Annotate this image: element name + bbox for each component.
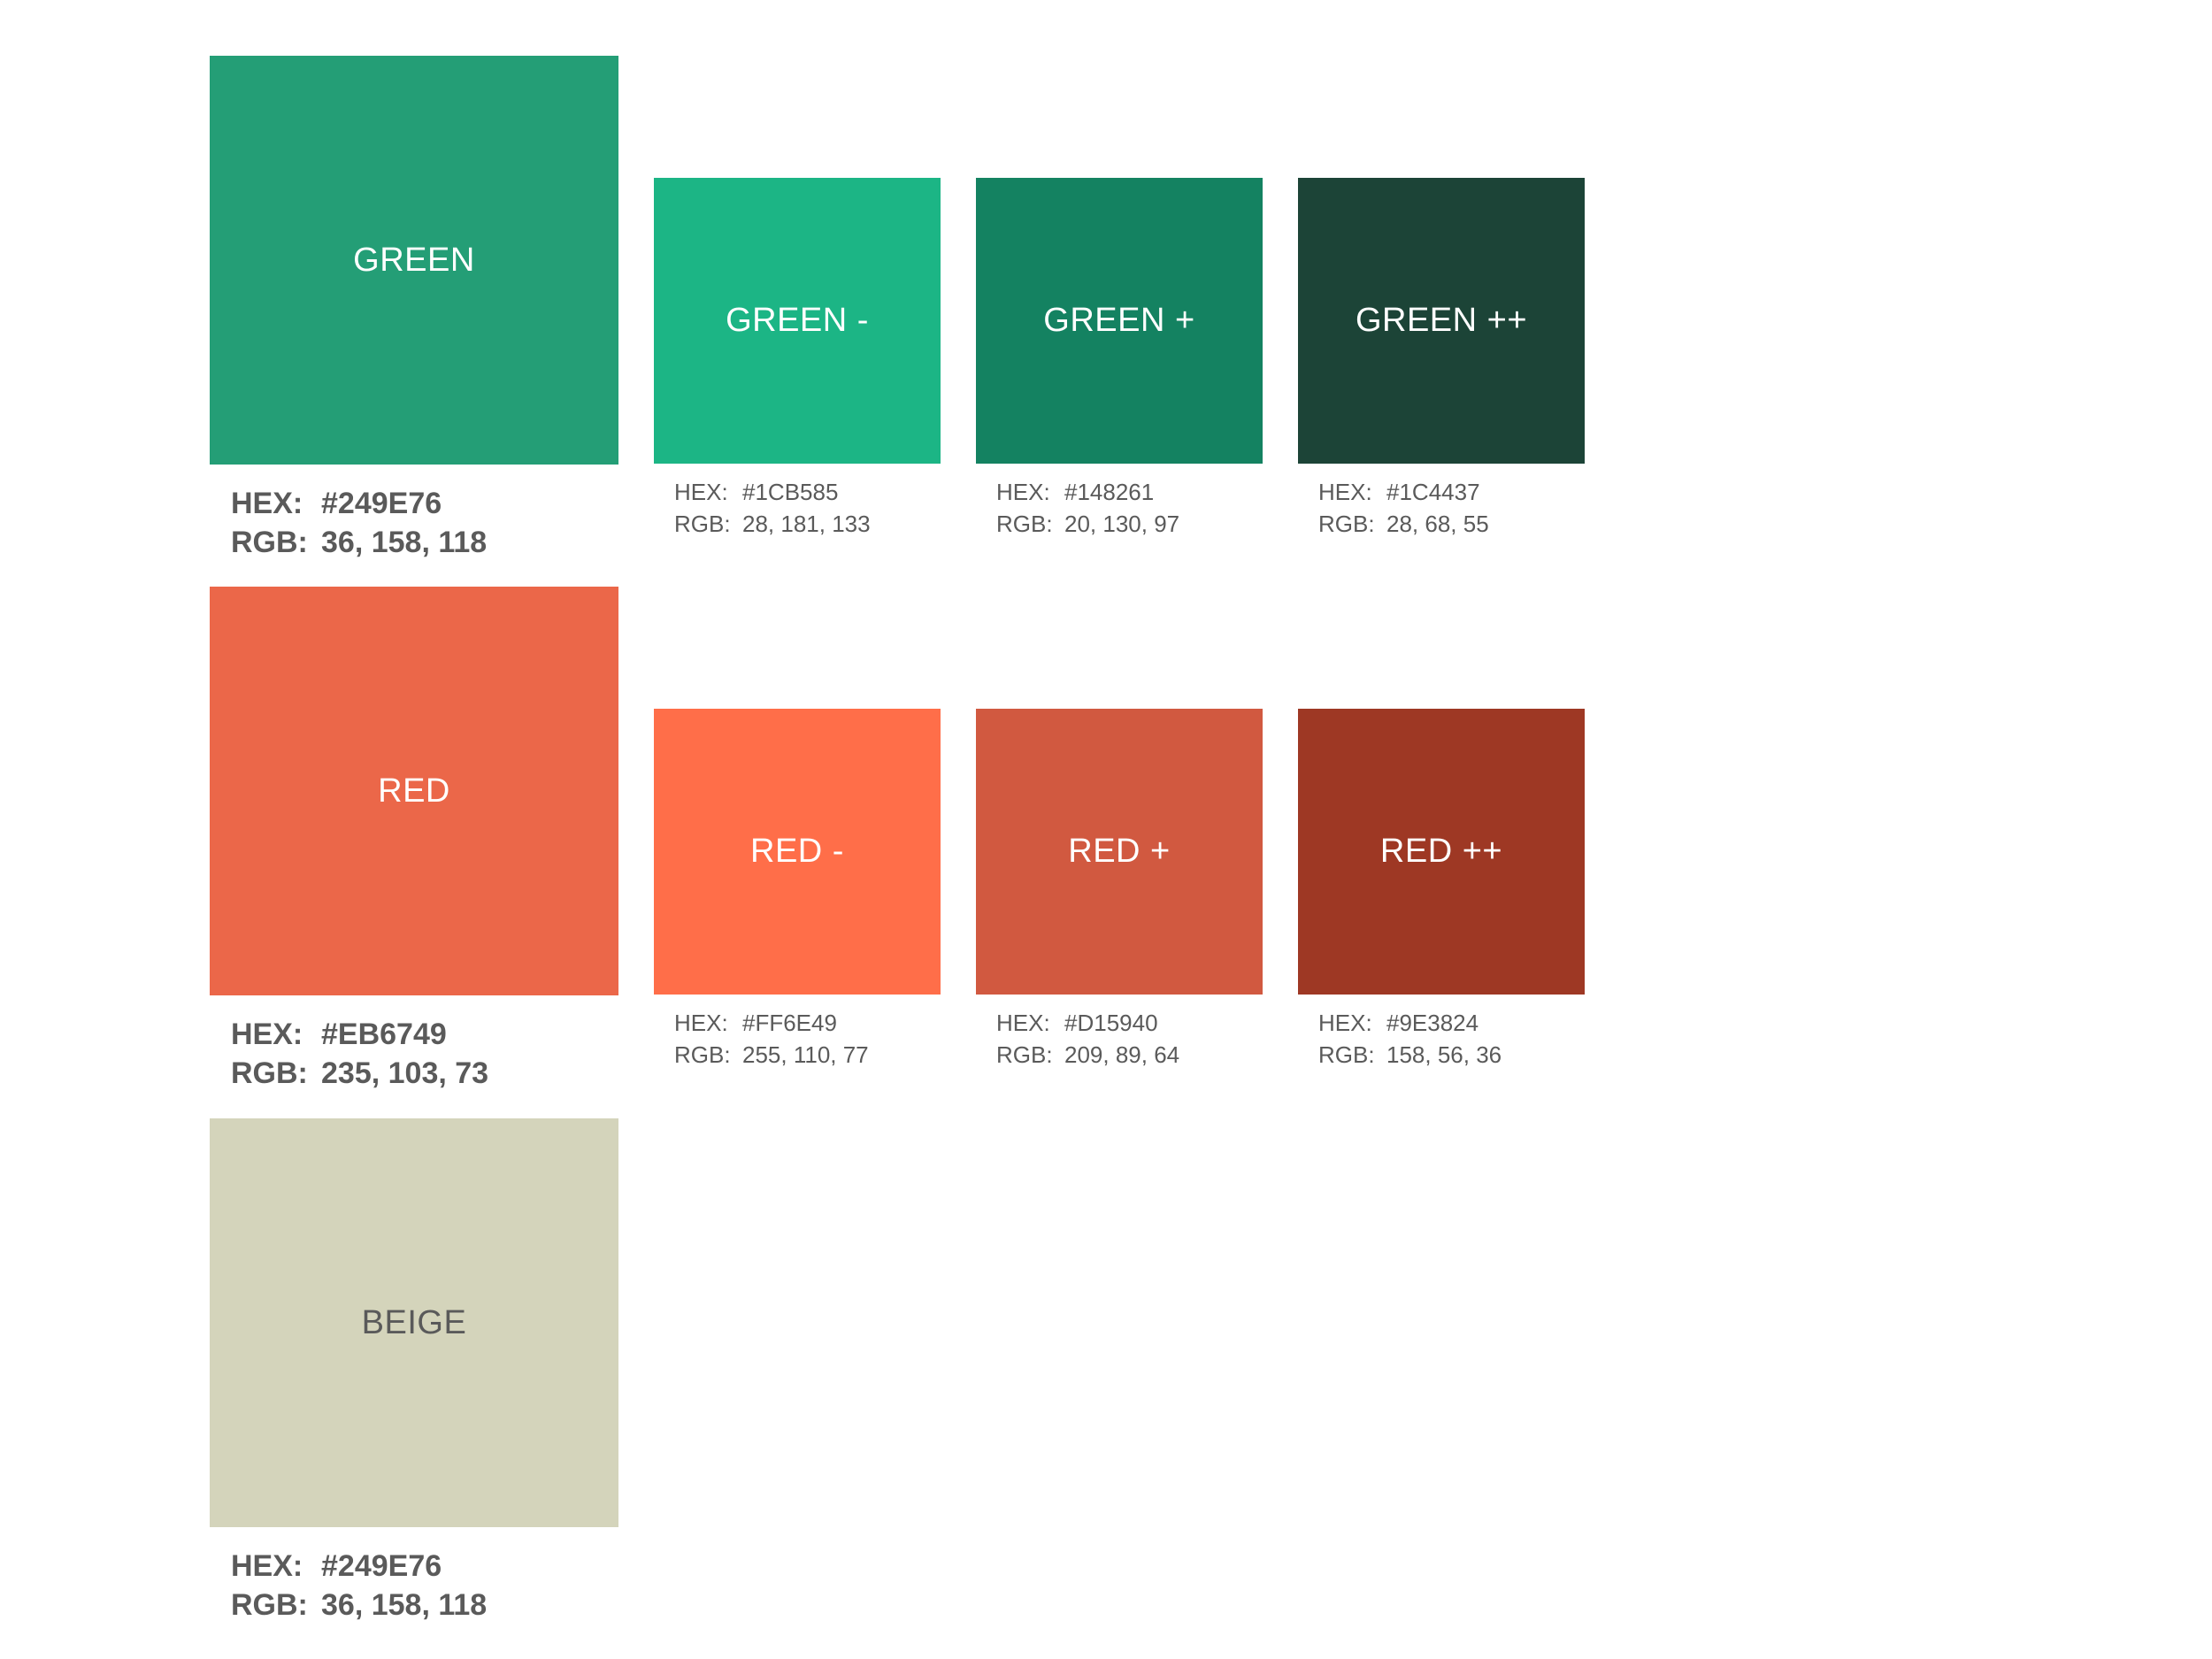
green-primary-swatch-group: GREEN HEX: #249E76 RGB: 36, 158, 118 (210, 56, 618, 562)
hex-key: HEX: (1318, 1010, 1372, 1036)
green-minus-swatch-group: GREEN - HEX: #1CB585 RGB: 28, 181, 133 (654, 178, 941, 540)
rgb-key: RGB: (1318, 1041, 1375, 1068)
hex-key: HEX: (996, 479, 1050, 505)
rgb-value: 20, 130, 97 (1064, 511, 1180, 537)
hex-value: #1CB585 (742, 479, 839, 505)
hex-value: #249E76 (321, 487, 442, 520)
red-primary-swatch-group: RED HEX: #EB6749 RGB: 235, 103, 73 (210, 587, 618, 1093)
rgb-line: RGB: 235, 103, 73 (231, 1054, 618, 1093)
swatch-label: RED (378, 772, 450, 810)
rgb-line: RGB: 28, 181, 133 (674, 508, 941, 540)
rgb-key: RGB: (231, 1056, 308, 1090)
red-plus-swatch: RED + (976, 709, 1263, 995)
green-plus-plus-swatch: GREEN ++ (1298, 178, 1585, 464)
red-minus-swatch-group: RED - HEX: #FF6E49 RGB: 255, 110, 77 (654, 709, 941, 1071)
hex-line: HEX: #1C4437 (1318, 476, 1585, 508)
rgb-key: RGB: (1318, 511, 1375, 537)
color-specs: HEX: #249E76 RGB: 36, 158, 118 (231, 1547, 618, 1624)
hex-value: #148261 (1064, 479, 1155, 505)
red-plus-swatch-group: RED + HEX: #D15940 RGB: 209, 89, 64 (976, 709, 1263, 1071)
hex-key: HEX: (674, 479, 728, 505)
green-plus-plus-swatch-group: GREEN ++ HEX: #1C4437 RGB: 28, 68, 55 (1298, 178, 1585, 540)
beige-swatch: BEIGE (210, 1118, 618, 1527)
rgb-line: RGB: 36, 158, 118 (231, 523, 618, 562)
hex-value: #9E3824 (1386, 1010, 1479, 1036)
swatch-label: RED + (1068, 833, 1171, 870)
color-specs: HEX: #D15940 RGB: 209, 89, 64 (996, 1007, 1263, 1071)
hex-line: HEX: #148261 (996, 476, 1263, 508)
swatch-label: GREEN ++ (1355, 302, 1528, 339)
rgb-key: RGB: (231, 526, 308, 559)
color-specs: HEX: #FF6E49 RGB: 255, 110, 77 (674, 1007, 941, 1071)
rgb-line: RGB: 20, 130, 97 (996, 508, 1263, 540)
hex-key: HEX: (674, 1010, 728, 1036)
color-specs: HEX: #1C4437 RGB: 28, 68, 55 (1318, 476, 1585, 540)
hex-key: HEX: (996, 1010, 1050, 1036)
hex-key: HEX: (1318, 479, 1372, 505)
hex-line: HEX: #1CB585 (674, 476, 941, 508)
hex-line: HEX: #EB6749 (231, 1015, 618, 1054)
hex-key: HEX: (231, 1549, 303, 1583)
red-plus-plus-swatch-group: RED ++ HEX: #9E3824 RGB: 158, 56, 36 (1298, 709, 1585, 1071)
rgb-key: RGB: (996, 1041, 1053, 1068)
rgb-key: RGB: (674, 1041, 731, 1068)
swatch-label: GREEN - (726, 302, 869, 339)
swatch-label: BEIGE (361, 1303, 467, 1341)
hex-line: HEX: #249E76 (231, 484, 618, 523)
swatch-label: RED - (750, 833, 844, 870)
rgb-value: 36, 158, 118 (321, 1588, 488, 1622)
rgb-key: RGB: (231, 1588, 308, 1622)
hex-line: HEX: #D15940 (996, 1007, 1263, 1039)
green-minus-swatch: GREEN - (654, 178, 941, 464)
swatch-label: RED ++ (1379, 833, 1503, 870)
color-specs: HEX: #249E76 RGB: 36, 158, 118 (231, 484, 618, 562)
rgb-value: 158, 56, 36 (1386, 1041, 1502, 1068)
hex-value: #249E76 (321, 1549, 442, 1583)
green-plus-swatch: GREEN + (976, 178, 1263, 464)
hex-line: HEX: #FF6E49 (674, 1007, 941, 1039)
rgb-value: 28, 181, 133 (742, 511, 871, 537)
rgb-value: 36, 158, 118 (321, 526, 488, 559)
beige-primary-swatch-group: BEIGE HEX: #249E76 RGB: 36, 158, 118 (210, 1118, 618, 1624)
rgb-line: RGB: 28, 68, 55 (1318, 508, 1585, 540)
color-specs: HEX: #148261 RGB: 20, 130, 97 (996, 476, 1263, 540)
hex-value: #FF6E49 (742, 1010, 837, 1036)
swatch-label: GREEN (353, 241, 475, 279)
hex-line: HEX: #9E3824 (1318, 1007, 1585, 1039)
hex-key: HEX: (231, 1018, 303, 1051)
rgb-line: RGB: 158, 56, 36 (1318, 1039, 1585, 1071)
hex-value: #EB6749 (321, 1018, 447, 1051)
color-specs: HEX: #EB6749 RGB: 235, 103, 73 (231, 1015, 618, 1093)
rgb-line: RGB: 209, 89, 64 (996, 1039, 1263, 1071)
rgb-key: RGB: (996, 511, 1053, 537)
rgb-line: RGB: 255, 110, 77 (674, 1039, 941, 1071)
green-swatch: GREEN (210, 56, 618, 465)
hex-key: HEX: (231, 487, 303, 520)
swatch-label: GREEN + (1043, 302, 1195, 339)
rgb-value: 235, 103, 73 (321, 1056, 489, 1090)
hex-value: #1C4437 (1386, 479, 1480, 505)
red-swatch: RED (210, 587, 618, 995)
green-plus-swatch-group: GREEN + HEX: #148261 RGB: 20, 130, 97 (976, 178, 1263, 540)
rgb-key: RGB: (674, 511, 731, 537)
rgb-line: RGB: 36, 158, 118 (231, 1586, 618, 1624)
rgb-value: 255, 110, 77 (742, 1041, 869, 1068)
color-specs: HEX: #9E3824 RGB: 158, 56, 36 (1318, 1007, 1585, 1071)
rgb-value: 28, 68, 55 (1386, 511, 1489, 537)
hex-line: HEX: #249E76 (231, 1547, 618, 1586)
hex-value: #D15940 (1064, 1010, 1158, 1036)
color-specs: HEX: #1CB585 RGB: 28, 181, 133 (674, 476, 941, 540)
red-plus-plus-swatch: RED ++ (1298, 709, 1585, 995)
red-minus-swatch: RED - (654, 709, 941, 995)
rgb-value: 209, 89, 64 (1064, 1041, 1180, 1068)
